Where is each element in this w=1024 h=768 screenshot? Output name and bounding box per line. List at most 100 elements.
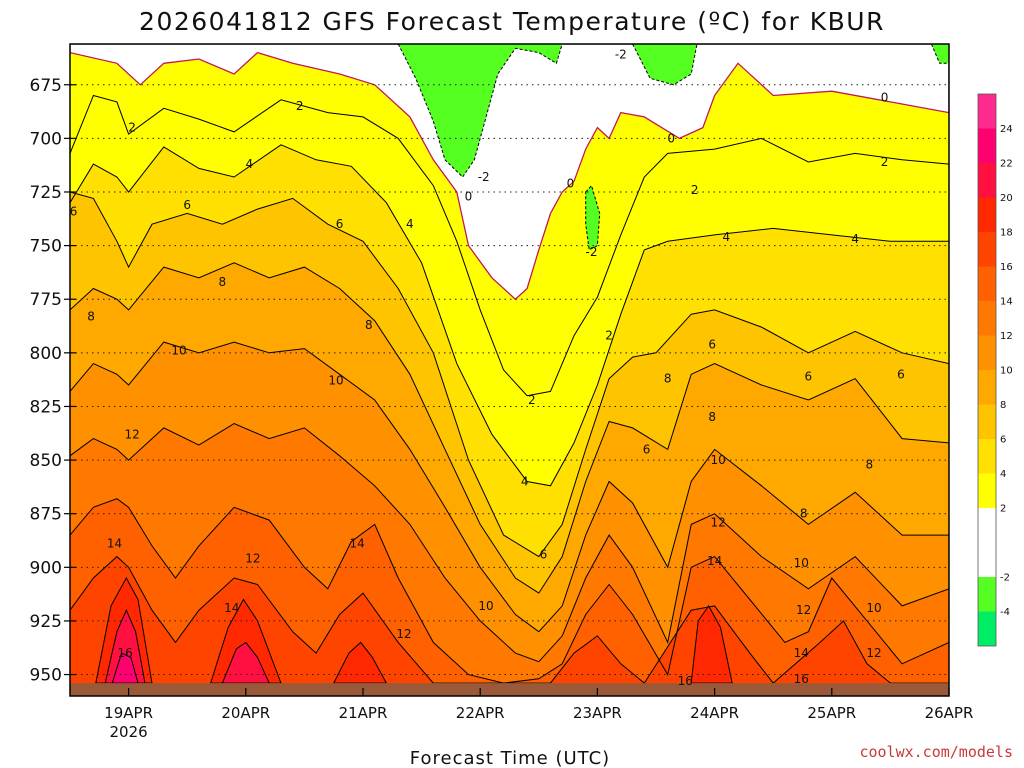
contour-label: 8 — [365, 318, 373, 332]
colorbar-tick-label: 18 — [1000, 228, 1013, 239]
contour-label: 12 — [396, 627, 411, 641]
colorbar-swatch — [978, 266, 996, 301]
contour-label: 14 — [224, 601, 239, 615]
gridlines — [70, 84, 949, 676]
colorbar-swatch — [978, 611, 996, 646]
contour-label: 14 — [107, 537, 122, 551]
colorbar-swatch — [978, 301, 996, 336]
contour-label: 12 — [245, 552, 260, 566]
colorbar-tick-label: -2 — [1000, 573, 1010, 584]
colorbar-tick-label: 22 — [1000, 159, 1013, 170]
contour-label: 6 — [70, 204, 78, 218]
y-tick-label: 750 — [30, 237, 62, 257]
colorbar-tick-label: 6 — [1000, 435, 1006, 446]
contour-label: 12 — [710, 515, 725, 529]
colorbar-tick-label: 2 — [1000, 504, 1006, 515]
warm-core-18-6 — [690, 604, 733, 684]
x-tick-label: 21APR — [339, 704, 388, 722]
colorbar-tick-label: 24 — [1000, 124, 1013, 135]
contour-label: 12 — [866, 646, 881, 660]
isotherm-4 — [70, 144, 949, 487]
y-tick-label: 775 — [30, 290, 62, 310]
colorbar-tick-label: 4 — [1000, 469, 1006, 480]
colorbar-swatch — [978, 197, 996, 232]
x-tick-label: 24APR — [690, 704, 739, 722]
colorbar-frame — [977, 93, 997, 647]
contour-label: 10 — [794, 556, 809, 570]
contour-label: 2 — [296, 99, 304, 113]
colorbar-swatch — [978, 335, 996, 370]
chart-title: 2026041812 GFS Forecast Temperature (ºC)… — [139, 7, 885, 36]
x-tick-label: 25APR — [807, 704, 856, 722]
cold-region--2-1 — [397, 44, 563, 178]
colorbar-swatch — [978, 542, 996, 577]
contour-label: 8 — [708, 410, 716, 424]
warm-core-18-5 — [332, 641, 388, 684]
y-tick-label: 875 — [30, 505, 62, 525]
cold-regions — [70, 44, 949, 301]
cold-region--2-4 — [930, 44, 949, 64]
contour-label: 8 — [800, 507, 808, 521]
contour-label: 2 — [605, 329, 613, 343]
contour-label: 8 — [219, 275, 227, 289]
contour-label: 0 — [465, 189, 473, 203]
cold-region--2-2 — [585, 184, 601, 251]
isotherm-12 — [70, 423, 949, 663]
y-tick-label: 700 — [30, 129, 62, 149]
colorbar-swatch — [978, 94, 996, 129]
ground-surface — [70, 683, 949, 696]
contour-label: 10 — [328, 374, 343, 388]
colorbar-tick-label: 14 — [1000, 297, 1013, 308]
y-tick-label: 800 — [30, 344, 62, 364]
colorbar-swatch — [978, 232, 996, 267]
colorbar-swatch — [978, 163, 996, 198]
y-axis: 675 700 725 750 775 800 825 850 875 900 925 950 — [30, 76, 76, 686]
colorbar-swatch — [978, 473, 996, 508]
contour-label: 2 — [691, 183, 699, 197]
contour-label: 12 — [124, 427, 139, 441]
contour-label: 10 — [710, 453, 725, 467]
contour-label: 14 — [707, 554, 722, 568]
contour-label: 6 — [183, 198, 191, 212]
contour-label: -2 — [615, 48, 627, 62]
plot-area: 2 2 4 6 6 6 4 8 8 8 10 10 12 14 12 14 14 16 12 0 -2 0 -2 -2 0 0 2 2… — [70, 44, 949, 696]
contour-label: 8 — [664, 372, 672, 386]
contour-label: 4 — [722, 230, 730, 244]
contour-label: 4 — [851, 232, 859, 246]
colorbar-swatch — [978, 508, 996, 543]
contour-label: 10 — [171, 344, 186, 358]
y-tick-label: 825 — [30, 397, 62, 417]
isotherm-14 — [70, 498, 949, 684]
isotherm-2 — [70, 94, 949, 397]
contour-label: 0 — [667, 131, 675, 145]
y-tick-label: 675 — [30, 76, 62, 96]
contour-label: 4 — [406, 217, 414, 231]
colorbar-tick-label: -4 — [1000, 607, 1010, 618]
x-tick-year: 2026 — [110, 723, 148, 741]
y-tick-label: 900 — [30, 558, 62, 578]
contour-label: 12 — [796, 603, 811, 617]
contour-label: 6 — [540, 547, 548, 561]
x-tick-label: 23APR — [573, 704, 622, 722]
isotherm-16 — [70, 555, 949, 684]
credit-text: coolwx.com/models — [859, 743, 1013, 761]
contour-label: -2 — [586, 245, 598, 259]
colorbar-swatch — [978, 439, 996, 474]
contour-label: -2 — [478, 170, 490, 184]
x-tick-label: 20APR — [221, 704, 270, 722]
y-tick-label: 850 — [30, 451, 62, 471]
contour-label: 0 — [881, 91, 889, 105]
isotherm-lines — [70, 94, 949, 684]
colorbar-swatch — [978, 128, 996, 163]
contour-label: 0 — [567, 176, 575, 190]
contour-label: 16 — [794, 672, 809, 686]
isotherm-10 — [70, 341, 949, 633]
cold-region--2-3 — [632, 44, 698, 86]
contour-label: 2 — [528, 393, 536, 407]
contour-label: 6 — [336, 217, 344, 231]
isotherm-6 — [70, 191, 949, 558]
contour-label: 2 — [128, 121, 136, 135]
